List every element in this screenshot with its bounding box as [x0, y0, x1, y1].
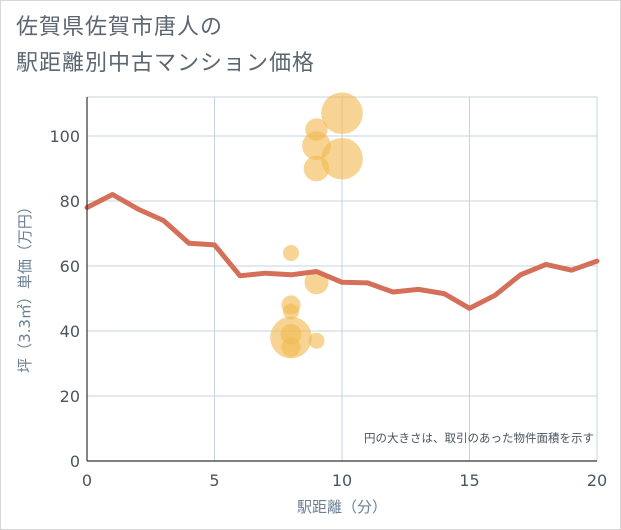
y-tick-label-5: 100	[49, 127, 80, 146]
x-tick-label-2: 10	[332, 471, 352, 490]
average-price-line	[84, 192, 600, 311]
line-series	[84, 192, 600, 311]
x-axis-title: 駅距離（分）	[297, 498, 387, 516]
data-point-11	[321, 92, 363, 135]
y-tick-label-3: 60	[60, 257, 80, 276]
chart-title-line-1: 佐賀県佐賀市唐人の	[16, 15, 224, 40]
data-point-4	[270, 316, 312, 359]
x-tick-label-0: 0	[82, 471, 92, 490]
data-point-0	[283, 245, 299, 261]
data-point-12	[321, 137, 363, 180]
axes	[86, 97, 597, 462]
bubble-series	[270, 92, 363, 359]
y-tick-label-4: 80	[60, 192, 80, 211]
chart-title-line-2: 駅距離別中古マンション価格	[16, 51, 316, 76]
data-point-5	[281, 337, 301, 357]
x-tick-label-1: 5	[209, 471, 219, 490]
chart-title: 佐賀県佐賀市唐人の駅距離別中古マンション価格	[16, 10, 315, 82]
data-point-2	[283, 303, 299, 320]
y-axis-title: 坪（3.3㎡）単価（万円）	[16, 199, 34, 373]
data-point-10	[308, 332, 325, 349]
y-tick-label-1: 20	[60, 387, 80, 406]
tick-labels: 0 20 40 60 80 100 0 5 10 15 20	[49, 127, 607, 490]
y-tick-label-2: 40	[60, 322, 80, 341]
x-tick-label-4: 20	[587, 471, 607, 490]
size-annotation: 円の大きさは、取引のあった物件面積を示す	[364, 431, 594, 445]
x-tick-label-3: 15	[459, 471, 479, 490]
y-tick-label-0: 0	[70, 452, 80, 471]
